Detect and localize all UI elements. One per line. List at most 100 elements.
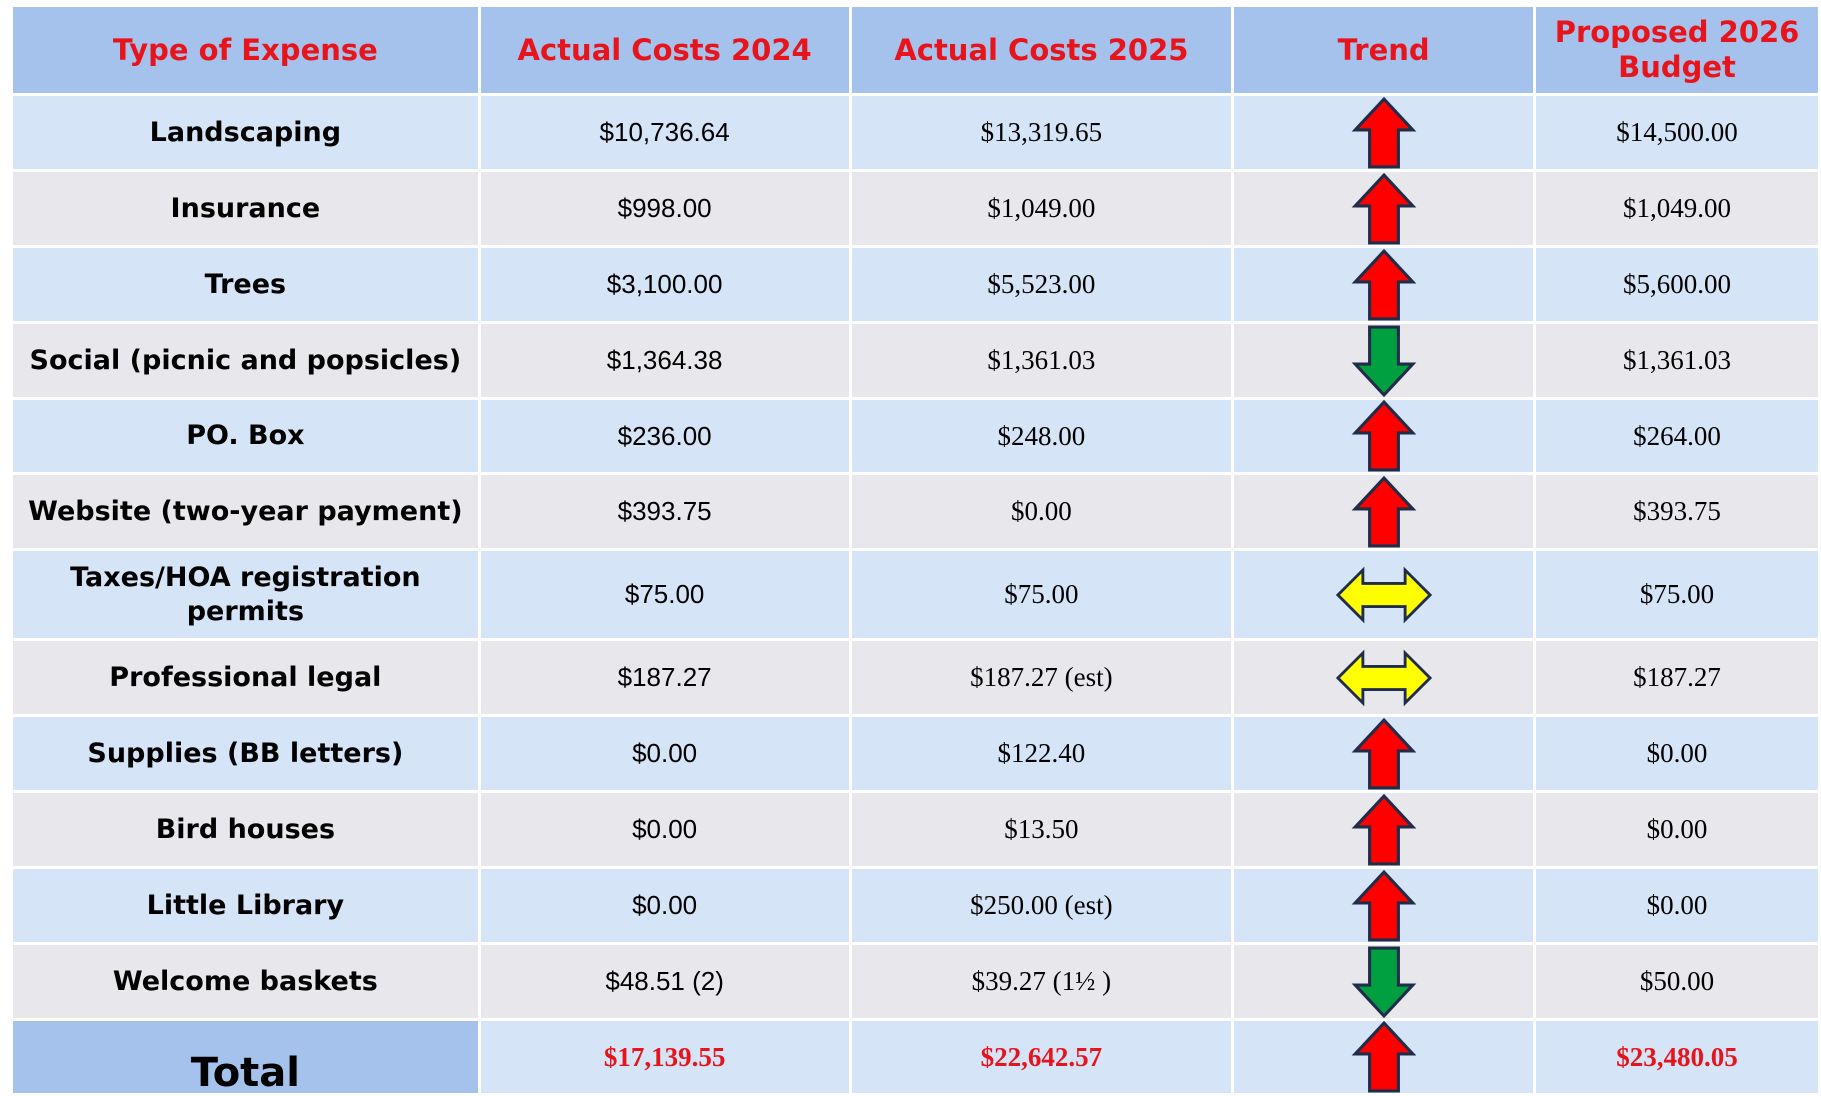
trend-up-arrow: [1351, 718, 1417, 789]
expense-row: Welcome baskets $48.51 (2) $39.27 (1½ ) $50…: [10, 942, 1821, 1021]
budget-2026: $264.00: [1533, 397, 1821, 475]
expense-name: Social (picnic and popsicles): [10, 321, 481, 400]
expense-name: Insurance: [10, 169, 481, 248]
cost-2024: $998.00: [477, 169, 852, 248]
expense-row: Social (picnic and popsicles) $1,364.38 $1…: [10, 321, 1821, 400]
expense-name: Welcome baskets: [10, 942, 481, 1021]
trend-up-arrow: [1351, 476, 1417, 547]
trend-cell: [1231, 866, 1537, 945]
total-row: Total $17,139.55 $22,642.57 $23,480.05: [10, 1018, 1821, 1096]
expense-name: Supplies (BB letters): [10, 714, 481, 793]
cost-2025: $13.50: [848, 790, 1235, 869]
budget-2026: $23,480.05: [1533, 1018, 1821, 1096]
trend-cell: [1231, 321, 1537, 400]
header-cell: Actual Costs 2025: [848, 4, 1235, 96]
expense-row: Supplies (BB letters) $0.00 $122.40 $0.00: [10, 714, 1821, 793]
trend-up-arrow: [1351, 1022, 1417, 1092]
trend-cell: [1231, 169, 1537, 248]
expense-name: Professional legal: [10, 638, 481, 717]
budget-2026: $0.00: [1533, 866, 1821, 945]
expense-name: PO. Box: [10, 397, 481, 475]
trend-cell: [1231, 93, 1537, 172]
cost-2024: $3,100.00: [477, 245, 852, 324]
budget-2026: $14,500.00: [1533, 93, 1821, 172]
cost-2025: $248.00: [848, 397, 1235, 475]
cost-2025: $1,361.03: [848, 321, 1235, 400]
budget-2026: $0.00: [1533, 790, 1821, 869]
trend-up-arrow: [1351, 401, 1417, 471]
trend-cell: [1231, 548, 1537, 641]
budget-2026: $1,361.03: [1533, 321, 1821, 400]
cost-2025: $5,523.00: [848, 245, 1235, 324]
budget-2026: $393.75: [1533, 472, 1821, 551]
cost-2024: $393.75: [477, 472, 852, 551]
header-cell: Trend: [1231, 4, 1537, 96]
trend-up-arrow: [1351, 870, 1417, 941]
cost-2025: $13,319.65: [848, 93, 1235, 172]
cost-2025: $1,049.00: [848, 169, 1235, 248]
expense-name: Total: [10, 1018, 481, 1096]
expense-name: Website (two-year payment): [10, 472, 481, 551]
cost-2024: $10,736.64: [477, 93, 852, 172]
cost-2024: $187.27: [477, 638, 852, 717]
trend-up-arrow: [1351, 249, 1417, 320]
budget-2026: $1,049.00: [1533, 169, 1821, 248]
cost-2024: $236.00: [477, 397, 852, 475]
trend-up-arrow: [1351, 97, 1417, 168]
cost-2025: $250.00 (est): [848, 866, 1235, 945]
cost-2024: $75.00: [477, 548, 852, 641]
cost-2024: $0.00: [477, 714, 852, 793]
expense-row: Trees $3,100.00 $5,523.00 $5,600.00: [10, 245, 1821, 324]
trend-cell: [1231, 245, 1537, 324]
trend-flat-arrow: [1335, 649, 1432, 706]
expense-row: Little Library $0.00 $250.00 (est) $0.00: [10, 866, 1821, 945]
expense-row: Taxes/HOA registration permits $75.00 $75.…: [10, 548, 1821, 641]
header-row: Type of Expense Actual Costs 2024 Actual C…: [10, 4, 1821, 96]
cost-2025: $22,642.57: [848, 1018, 1235, 1096]
trend-down-arrow: [1351, 325, 1417, 396]
budget-2026: $75.00: [1533, 548, 1821, 641]
budget-2026: $187.27: [1533, 638, 1821, 717]
cost-2024: $0.00: [477, 866, 852, 945]
cost-2024: $0.00: [477, 790, 852, 869]
expense-row: PO. Box $236.00 $248.00 $264.00: [10, 397, 1821, 475]
cost-2024: $48.51 (2): [477, 942, 852, 1021]
trend-cell: [1231, 1018, 1537, 1096]
expense-row: Landscaping $10,736.64 $13,319.65 $14,500.0…: [10, 93, 1821, 172]
cost-2025: $122.40: [848, 714, 1235, 793]
expense-name: Bird houses: [10, 790, 481, 869]
cost-2025: $187.27 (est): [848, 638, 1235, 717]
budget-2026: $0.00: [1533, 714, 1821, 793]
trend-flat-arrow: [1335, 566, 1432, 623]
budget-2026: $5,600.00: [1533, 245, 1821, 324]
expense-name: Taxes/HOA registration permits: [10, 548, 481, 641]
cost-2024: $1,364.38: [477, 321, 852, 400]
expense-name: Little Library: [10, 866, 481, 945]
trend-cell: [1231, 397, 1537, 475]
header-cell: Proposed 2026 Budget: [1533, 4, 1821, 96]
cost-2024: $17,139.55: [477, 1018, 852, 1096]
trend-cell: [1231, 942, 1537, 1021]
cost-2025: $39.27 (1½ ): [848, 942, 1235, 1021]
expense-name: Trees: [10, 245, 481, 324]
header-cell: Actual Costs 2024: [477, 4, 852, 96]
trend-cell: [1231, 472, 1537, 551]
cost-2025: $0.00: [848, 472, 1235, 551]
expense-name: Landscaping: [10, 93, 481, 172]
trend-cell: [1231, 638, 1537, 717]
trend-up-arrow: [1351, 794, 1417, 865]
expense-row: Bird houses $0.00 $13.50 $0.00: [10, 790, 1821, 869]
budget-table: Type of Expense Actual Costs 2024 Actual C…: [10, 4, 1821, 1096]
trend-cell: [1231, 790, 1537, 869]
expense-row: Website (two-year payment) $393.75 $0.00 $3…: [10, 472, 1821, 551]
header-cell: Type of Expense: [10, 4, 481, 96]
trend-down-arrow: [1351, 946, 1417, 1017]
expense-row: Insurance $998.00 $1,049.00 $1,049.00: [10, 169, 1821, 248]
trend-up-arrow: [1351, 173, 1417, 244]
budget-2026: $50.00: [1533, 942, 1821, 1021]
cost-2025: $75.00: [848, 548, 1235, 641]
table-body: Landscaping $10,736.64 $13,319.65 $14,500.0…: [10, 93, 1821, 1096]
expense-row: Professional legal $187.27 $187.27 (est) $1…: [10, 638, 1821, 717]
trend-cell: [1231, 714, 1537, 793]
